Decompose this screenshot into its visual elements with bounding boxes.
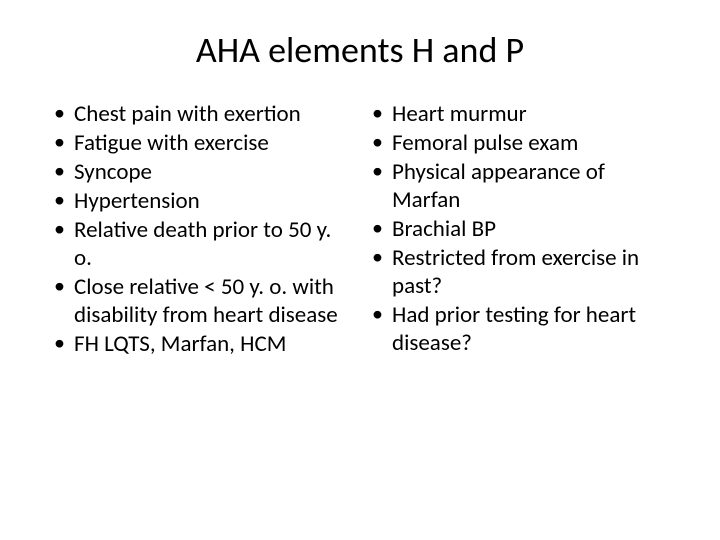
list-item: Heart murmur <box>366 100 672 128</box>
left-column: Chest pain with exertion Fatigue with ex… <box>48 100 354 359</box>
list-item: FH LQTS, Marfan, HCM <box>48 330 354 358</box>
list-item: Relative death prior to 50 y. o. <box>48 216 354 272</box>
right-column: Heart murmur Femoral pulse exam Physical… <box>366 100 672 359</box>
list-item: Femoral pulse exam <box>366 129 672 157</box>
list-item: Hypertension <box>48 187 354 215</box>
list-item: Had prior testing for heart disease? <box>366 301 672 357</box>
slide-title: AHA elements H and P <box>48 28 672 72</box>
list-item: Chest pain with exertion <box>48 100 354 128</box>
content-columns: Chest pain with exertion Fatigue with ex… <box>48 100 672 359</box>
list-item: Physical appearance of Marfan <box>366 158 672 214</box>
list-item: Close relative < 50 y. o. with disabilit… <box>48 273 354 329</box>
list-item: Syncope <box>48 158 354 186</box>
right-list: Heart murmur Femoral pulse exam Physical… <box>366 100 672 357</box>
list-item: Restricted from exercise in past? <box>366 244 672 300</box>
list-item: Fatigue with exercise <box>48 129 354 157</box>
list-item: Brachial BP <box>366 215 672 243</box>
slide-container: AHA elements H and P Chest pain with exe… <box>0 0 720 540</box>
left-list: Chest pain with exertion Fatigue with ex… <box>48 100 354 358</box>
